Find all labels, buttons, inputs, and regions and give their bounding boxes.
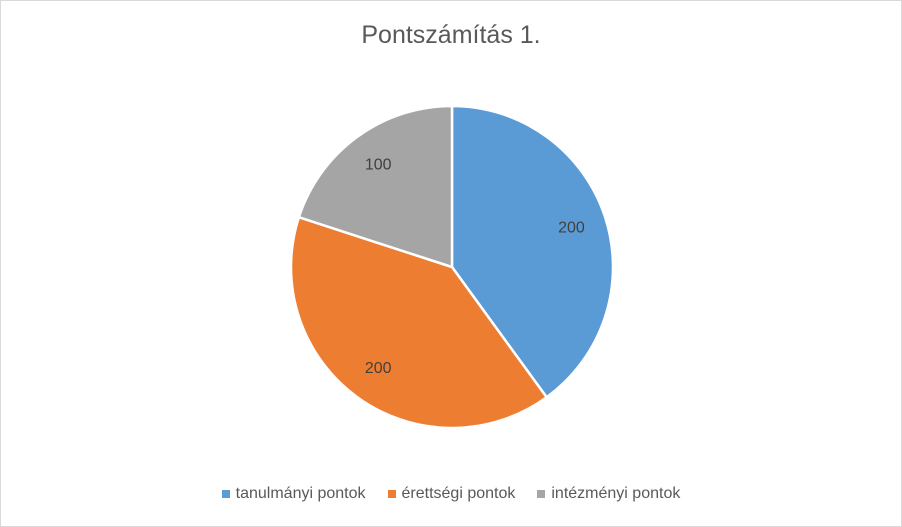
chart-title: Pontszámítás 1. [361, 21, 541, 49]
legend-item-2: érettségi pontok [387, 485, 516, 503]
legend-swatch-2 [387, 490, 396, 498]
data-label-3: 100 [365, 157, 392, 174]
legend-label-2: érettségi pontok [401, 485, 516, 502]
data-label-1: 200 [558, 219, 585, 236]
legend: tanulmányi pontok érettségi pontok intézmé… [1, 485, 901, 503]
pie-slice-1 [450, 104, 615, 399]
legend-item-3: intézményi pontok [537, 485, 680, 503]
legend-label-1: tanulmányi pontok [235, 485, 366, 502]
legend-label-3: intézményi pontok [551, 485, 681, 502]
legend-swatch-1 [221, 490, 230, 498]
pie-slice-2 [289, 215, 548, 430]
data-label-2: 200 [365, 360, 392, 377]
legend-swatch-3 [537, 490, 546, 498]
pie-slice-3 [297, 104, 454, 269]
legend-item-1: tanulmányi pontok [221, 485, 366, 503]
